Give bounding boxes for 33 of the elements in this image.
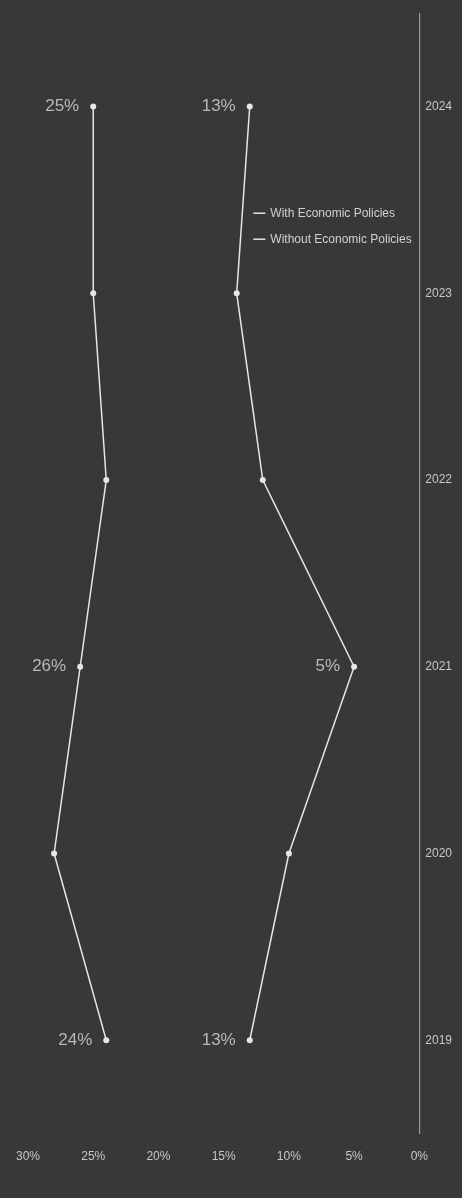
point [103, 1037, 110, 1044]
x-tick-label: 15% [211, 1149, 236, 1164]
point [246, 1037, 253, 1044]
y-tick-label: 2020 [425, 845, 453, 860]
point [77, 663, 84, 670]
data-label: 26% [32, 656, 67, 676]
data-label: 25% [45, 96, 80, 116]
x-tick-label: 0% [410, 1149, 429, 1164]
data-label: 24% [58, 1029, 93, 1049]
data-label: 5% [315, 656, 341, 676]
x-tick-label: 30% [15, 1149, 41, 1164]
y-tick-label: 2024 [425, 98, 453, 113]
point [90, 290, 97, 297]
x-tick-label: 25% [81, 1149, 106, 1164]
y-tick-label: 2021 [425, 659, 453, 674]
data-label: 13% [201, 96, 236, 116]
x-tick-label: 10% [276, 1149, 302, 1164]
point [351, 663, 358, 670]
point [51, 850, 58, 857]
point [233, 290, 240, 297]
y-tick-label: 2019 [425, 1032, 453, 1047]
x-tick-label: 5% [345, 1149, 364, 1164]
legend-label: Without Economic Policies [270, 231, 412, 246]
point [246, 103, 253, 110]
point [90, 103, 97, 110]
y-tick-label: 2023 [425, 285, 453, 300]
legend-label: With Economic Policies [270, 205, 396, 220]
point [103, 477, 110, 484]
y-tick-label: 2022 [425, 472, 453, 487]
point [259, 477, 266, 484]
x-tick-label: 20% [146, 1149, 171, 1164]
data-label: 13% [201, 1029, 236, 1049]
point [285, 850, 292, 857]
